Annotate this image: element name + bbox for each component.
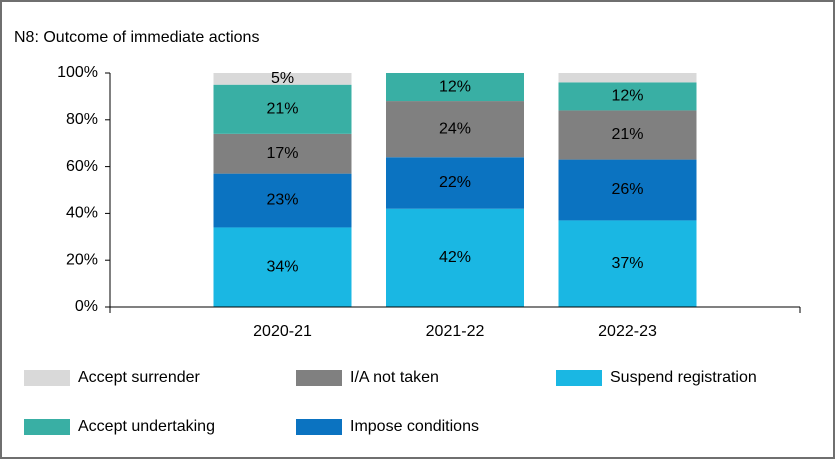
bar-segment: [558, 73, 697, 83]
value-label: 23%: [266, 192, 298, 209]
bar-segment: [386, 157, 524, 209]
value-label: 12%: [439, 78, 471, 95]
bar-segment: [558, 159, 697, 221]
legend-swatch: [24, 419, 70, 435]
bar-segment: [558, 220, 697, 307]
y-tick-label: 80%: [66, 111, 98, 128]
y-tick-label: 40%: [66, 205, 98, 222]
y-tick-label: 0%: [75, 298, 98, 315]
y-tick-label: 100%: [57, 64, 98, 81]
legend-label: Suspend registration: [610, 369, 757, 386]
legend-label: Impose conditions: [350, 418, 479, 435]
legend-swatch: [296, 419, 342, 435]
legend-swatch: [296, 370, 342, 386]
legend-label: I/A not taken: [350, 369, 439, 386]
bar-segment: [213, 227, 352, 307]
value-label: 24%: [439, 120, 471, 137]
value-label: 22%: [439, 174, 471, 191]
bar-segment: [386, 208, 524, 307]
bar-segment: [213, 173, 352, 228]
bar-segment: [558, 82, 697, 111]
value-label: 5%: [271, 70, 294, 87]
bar-segment: [386, 73, 524, 102]
y-tick-label: 60%: [66, 158, 98, 175]
bar-segment: [558, 110, 697, 160]
x-tick-label: 2021-22: [426, 323, 485, 340]
chart-title: N8: Outcome of immediate actions: [14, 29, 259, 46]
value-label: 37%: [611, 255, 643, 272]
value-label: 12%: [611, 88, 643, 105]
value-label: 21%: [266, 100, 298, 117]
x-tick-label: 2020-21: [253, 323, 312, 340]
legend-swatch: [556, 370, 602, 386]
bar-segment: [213, 133, 352, 174]
x-tick-label: 2022-23: [598, 323, 657, 340]
value-label: 42%: [439, 249, 471, 266]
bar-segment: [386, 101, 524, 158]
value-label: 17%: [266, 145, 298, 162]
legend-swatch: [24, 370, 70, 386]
legend-label: Accept surrender: [78, 369, 201, 386]
value-label: 34%: [266, 258, 298, 275]
value-label: 21%: [611, 126, 643, 143]
legend-label: Accept undertaking: [78, 418, 215, 435]
bar-segment: [213, 84, 352, 134]
bar-segment: [213, 73, 352, 85]
value-label: 26%: [611, 181, 643, 198]
y-tick-label: 20%: [66, 251, 98, 268]
